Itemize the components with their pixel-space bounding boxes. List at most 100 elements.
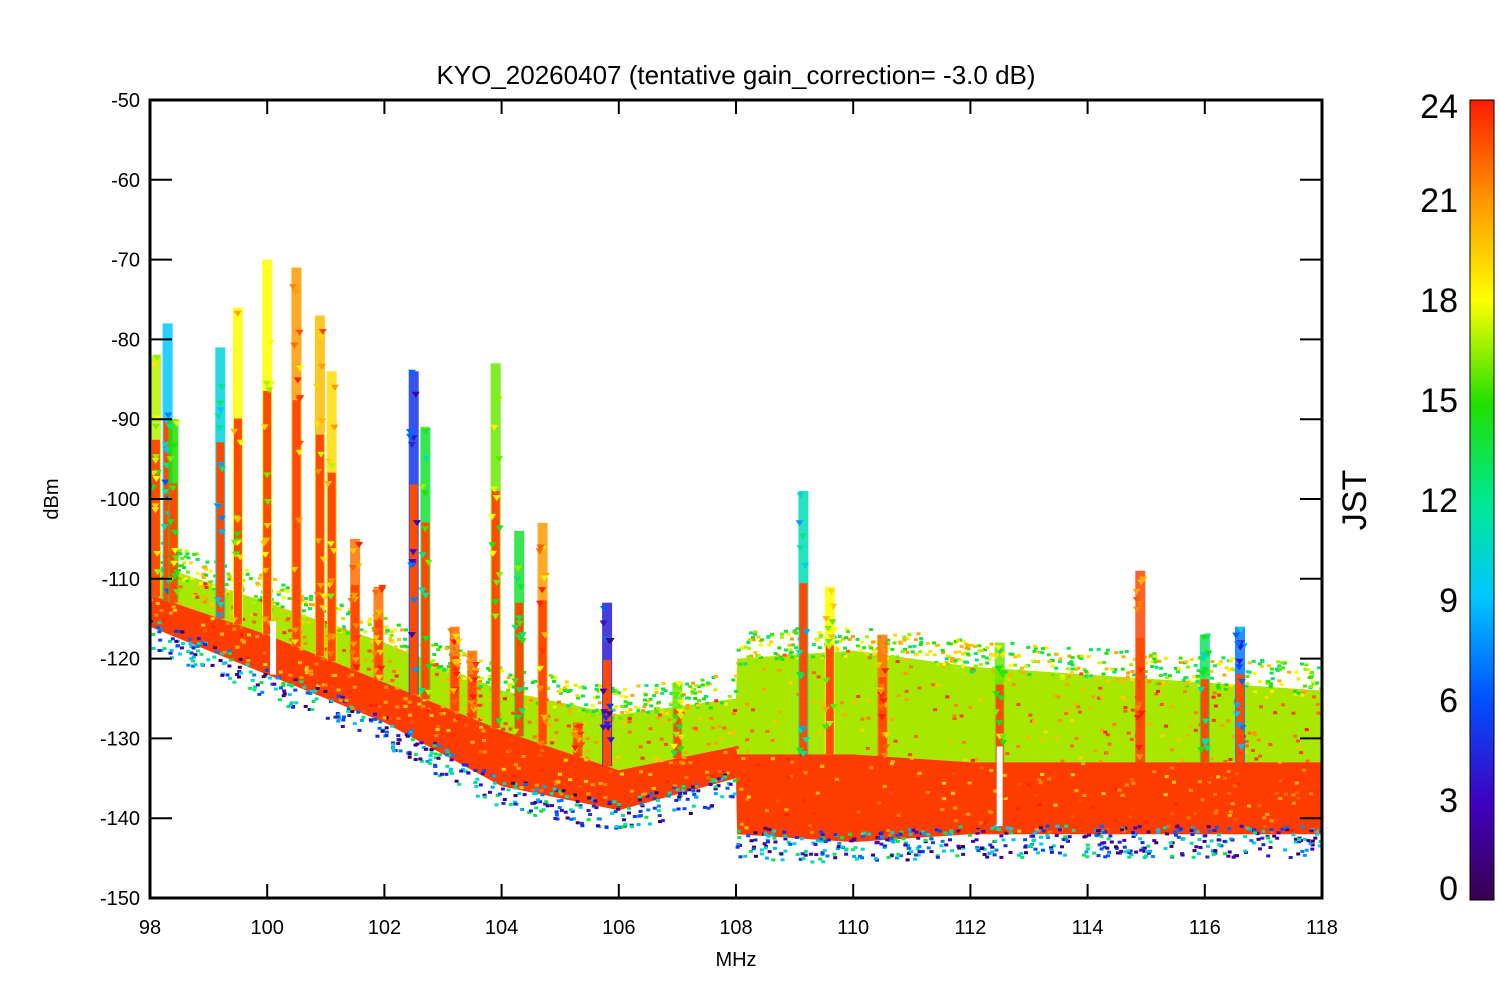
noise-point — [1063, 835, 1068, 839]
noise-point — [1257, 662, 1262, 666]
noise-point — [446, 690, 451, 694]
noise-point — [783, 648, 788, 652]
noise-point — [875, 840, 880, 844]
noise-point — [783, 834, 788, 838]
noise-point — [752, 845, 756, 849]
noise-point — [462, 676, 467, 680]
noise-point — [935, 854, 940, 858]
noise-point — [516, 766, 521, 770]
noise-point — [815, 791, 820, 795]
noise-point — [1315, 830, 1320, 834]
noise-point — [342, 649, 347, 652]
noise-point — [1155, 682, 1160, 686]
noise-point — [888, 791, 893, 795]
noise-point — [520, 808, 525, 811]
noise-point — [534, 788, 539, 791]
noise-point — [1132, 673, 1137, 677]
noise-point — [903, 841, 908, 845]
noise-point — [513, 802, 518, 806]
noise-point — [563, 758, 568, 762]
noise-point — [230, 611, 235, 615]
noise-point — [1257, 804, 1262, 808]
noise-point — [774, 657, 779, 661]
noise-point — [661, 687, 666, 691]
noise-point — [1047, 660, 1052, 663]
noise-point — [705, 683, 709, 687]
noise-point — [1229, 683, 1233, 687]
noise-point — [227, 577, 232, 581]
noise-point — [614, 690, 619, 693]
noise-point — [1258, 680, 1262, 684]
noise-point — [763, 846, 768, 850]
noise-point — [1104, 667, 1109, 671]
noise-point — [820, 656, 825, 660]
noise-point — [1128, 815, 1133, 819]
noise-point — [1207, 829, 1212, 833]
noise-point — [862, 831, 867, 835]
noise-point — [508, 673, 513, 677]
noise-point — [1053, 694, 1058, 698]
noise-point — [196, 637, 201, 640]
noise-point — [390, 679, 395, 682]
noise-point — [943, 831, 948, 835]
noise-point — [834, 777, 839, 781]
noise-point — [953, 639, 958, 643]
noise-point — [895, 655, 900, 659]
noise-point — [1269, 828, 1274, 831]
noise-point — [833, 833, 838, 837]
noise-point — [682, 807, 687, 811]
noise-point — [481, 729, 486, 733]
noise-point — [506, 676, 511, 680]
noise-point — [1174, 802, 1179, 806]
noise-point — [480, 772, 485, 776]
noise-point — [1310, 843, 1315, 847]
noise-point — [1189, 841, 1194, 845]
noise-point — [1146, 830, 1151, 834]
noise-point — [903, 647, 907, 651]
noise-point — [294, 701, 299, 705]
noise-point — [753, 630, 758, 634]
noise-point — [586, 818, 591, 822]
noise-point — [1231, 855, 1236, 859]
noise-point — [513, 794, 518, 798]
noise-point — [248, 577, 253, 581]
noise-point — [760, 638, 765, 642]
noise-point — [374, 703, 379, 707]
noise-point — [961, 813, 966, 817]
noise-point — [1163, 826, 1167, 830]
noise-point — [1287, 670, 1292, 674]
noise-point — [408, 730, 413, 734]
noise-point — [1098, 686, 1103, 690]
noise-point — [396, 716, 401, 720]
noise-point — [948, 642, 953, 646]
noise-point — [1247, 661, 1252, 665]
noise-point — [622, 818, 626, 822]
noise-point — [688, 685, 693, 689]
noise-point — [1269, 667, 1274, 671]
noise-point — [446, 677, 451, 681]
noise-point — [758, 656, 763, 660]
noise-point — [909, 850, 914, 854]
noise-point — [288, 673, 293, 677]
noise-point — [1266, 836, 1271, 840]
noise-point — [410, 720, 415, 724]
noise-point — [188, 637, 193, 641]
noise-point — [1202, 839, 1207, 843]
noise-point — [591, 710, 596, 714]
noise-point — [1133, 826, 1138, 830]
noise-point — [1311, 682, 1316, 686]
noise-point — [170, 637, 175, 641]
noise-point — [1065, 667, 1070, 671]
y-tick-label--150: -150 — [100, 888, 140, 910]
noise-point — [492, 781, 497, 785]
noise-point — [174, 639, 179, 643]
noise-point — [237, 665, 242, 669]
x-tick-label-98: 98 — [139, 917, 161, 939]
noise-point — [1308, 672, 1313, 676]
noise-point — [727, 694, 732, 698]
noise-point — [867, 832, 872, 836]
noise-point — [1170, 705, 1175, 709]
noise-point — [572, 817, 576, 821]
noise-point — [508, 803, 513, 806]
noise-point — [931, 683, 936, 687]
